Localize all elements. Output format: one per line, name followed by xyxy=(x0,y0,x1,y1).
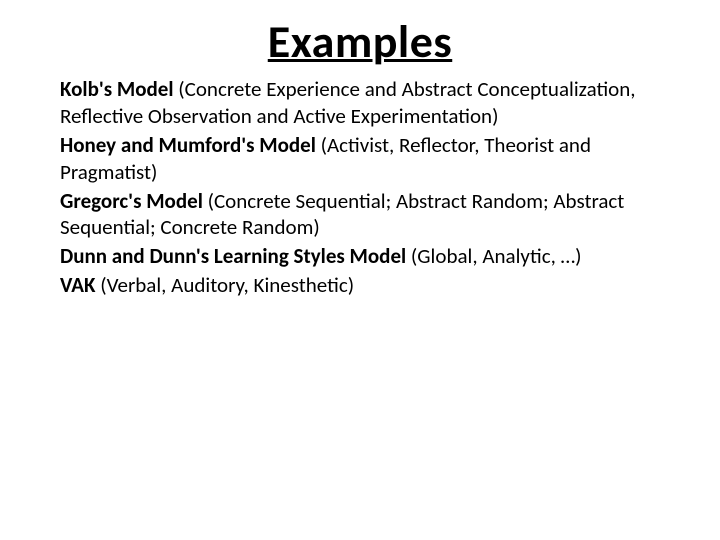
model-name: Kolb's Model xyxy=(60,76,174,102)
model-name: Gregorc's Model xyxy=(60,188,203,214)
model-name: Honey and Mumford's Model xyxy=(60,132,316,158)
list-item: Kolb's Model (Concrete Experience and Ab… xyxy=(60,76,666,130)
list-item: VAK (Verbal, Auditory, Kinesthetic) xyxy=(60,272,666,299)
list-item: Honey and Mumford's Model (Activist, Ref… xyxy=(60,132,666,186)
page-title: Examples xyxy=(0,0,720,70)
body-text: Kolb's Model (Concrete Experience and Ab… xyxy=(0,70,720,299)
list-item: Gregorc's Model (Concrete Sequential; Ab… xyxy=(60,188,666,242)
model-desc: (Verbal, Auditory, Kinesthetic) xyxy=(96,272,355,298)
model-name: Dunn and Dunn's Learning Styles Model xyxy=(60,243,406,269)
slide: Examples Kolb's Model (Concrete Experien… xyxy=(0,0,720,540)
model-name: VAK xyxy=(60,272,96,298)
list-item: Dunn and Dunn's Learning Styles Model (G… xyxy=(60,243,666,270)
model-desc: (Global, Analytic, …) xyxy=(406,243,581,269)
